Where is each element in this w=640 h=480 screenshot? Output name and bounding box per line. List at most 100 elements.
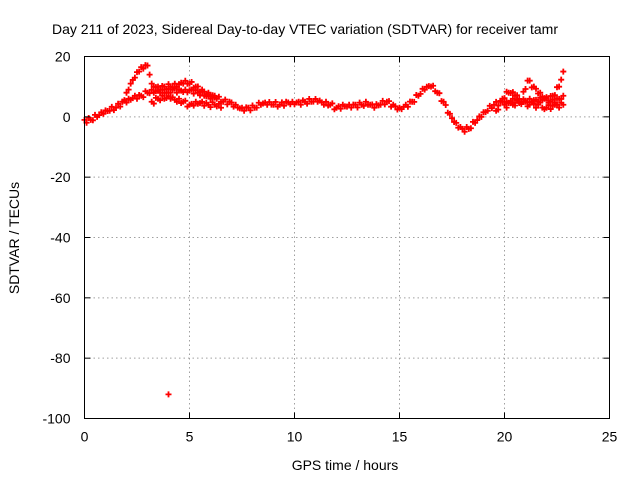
data-point [467, 125, 474, 132]
data-point [222, 96, 229, 103]
data-point [547, 106, 554, 113]
data-point [478, 113, 485, 120]
data-point [182, 97, 189, 104]
y-tick-label: -100 [42, 411, 70, 427]
data-point [354, 104, 361, 111]
x-tick-label: 15 [392, 429, 408, 445]
data-point [117, 103, 124, 110]
data-layer [81, 62, 567, 398]
data-point [560, 92, 567, 99]
data-point [514, 92, 521, 99]
data-point [205, 89, 212, 96]
data-point [123, 89, 130, 96]
data-point [247, 107, 254, 114]
data-point [134, 95, 140, 102]
data-point [211, 92, 218, 99]
data-point [558, 76, 565, 83]
data-point [533, 85, 539, 92]
data-point [442, 101, 449, 108]
data-point [348, 104, 355, 111]
grid-layer [84, 56, 610, 419]
y-tick-label: -80 [50, 350, 70, 366]
data-point [194, 83, 201, 90]
series-evening-upper [493, 68, 567, 114]
data-point [386, 98, 392, 105]
x-tick-label: 0 [81, 429, 89, 445]
series-evening-lower [501, 97, 567, 113]
data-point [165, 391, 172, 398]
data-point [436, 90, 443, 97]
data-point [556, 104, 563, 111]
y-tick-label: -20 [50, 169, 70, 185]
data-point [113, 104, 119, 111]
data-point [522, 85, 529, 92]
x-tick-label: 10 [287, 429, 303, 445]
data-point [125, 86, 132, 93]
data-point [304, 100, 311, 107]
data-point [163, 86, 170, 93]
data-point [146, 71, 153, 78]
data-point [329, 100, 336, 107]
chart-title: Day 211 of 2023, Sidereal Day-to-day VTE… [52, 21, 558, 37]
data-point [297, 101, 304, 108]
data-point [190, 102, 197, 109]
y-tick-label: -40 [50, 230, 70, 246]
data-point [430, 82, 437, 89]
axis-layer: 0 5 10 15 20 25 -100 -80 -60 -40 -20 0 20 [42, 49, 617, 445]
x-tick-label: 20 [497, 429, 513, 445]
y-tick-label: -60 [50, 290, 70, 306]
data-point [281, 102, 287, 109]
data-point [474, 117, 481, 124]
data-point [215, 93, 222, 100]
y-tick-label: 0 [63, 109, 71, 125]
data-point [157, 97, 164, 104]
data-point [560, 101, 567, 108]
data-point [148, 80, 155, 87]
data-point [404, 103, 411, 110]
y-tick-label: 20 [55, 49, 71, 65]
data-point [150, 100, 157, 107]
data-point [157, 86, 164, 93]
data-point [215, 100, 222, 107]
data-point [228, 99, 235, 106]
data-point [272, 98, 279, 105]
data-point [218, 104, 224, 111]
data-point [337, 105, 344, 112]
data-point [440, 98, 447, 105]
data-point [453, 119, 460, 126]
data-point [461, 128, 468, 135]
y-axis-label: SDTVAR / TECUs [6, 182, 22, 294]
data-point [488, 105, 495, 112]
data-point [121, 97, 128, 104]
data-point [360, 102, 367, 109]
series-lower-band [148, 92, 224, 111]
data-point [526, 77, 533, 84]
data-point [100, 110, 107, 117]
data-point [199, 98, 206, 105]
data-point [392, 103, 399, 110]
data-point [560, 68, 567, 75]
data-point [551, 92, 558, 99]
data-point [167, 89, 174, 96]
series-outlier [165, 391, 172, 398]
data-point [323, 98, 329, 105]
data-point [108, 103, 115, 110]
data-point [556, 83, 563, 90]
data-point [509, 89, 516, 96]
series-upper-band [119, 62, 218, 105]
data-point [509, 95, 516, 102]
data-point [495, 106, 502, 113]
data-point [537, 89, 544, 96]
data-point [417, 90, 424, 97]
series-main-band [81, 82, 567, 135]
data-point [131, 74, 138, 81]
data-point [176, 95, 182, 102]
data-point [253, 104, 260, 111]
data-point [140, 94, 147, 101]
data-point [537, 99, 544, 106]
data-point [207, 104, 214, 111]
data-point [411, 98, 418, 105]
data-point [127, 80, 134, 87]
data-point [140, 65, 147, 72]
